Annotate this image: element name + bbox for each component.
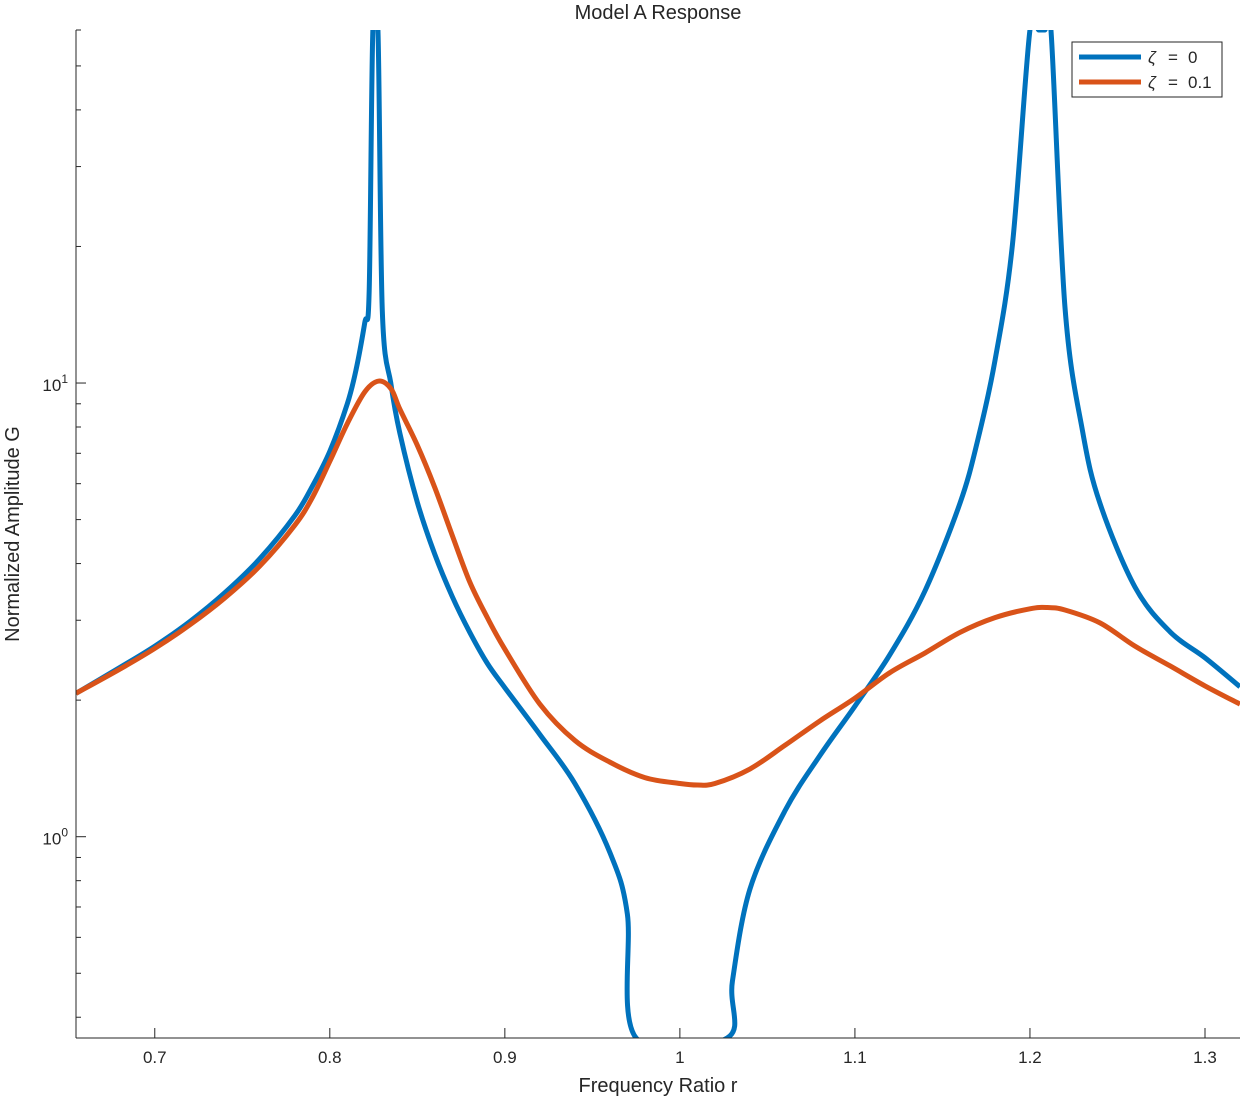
legend-box [1071, 41, 1223, 98]
x-tick-label: 0.9 [493, 1048, 517, 1067]
legend-symbol: ζ [1148, 73, 1157, 92]
legend-value: 0.1 [1188, 73, 1212, 92]
legend-equals: = [1168, 73, 1178, 92]
x-axis: 0.7 0.8 0.9 1 1.1 1.2 1.3 [76, 1028, 1240, 1067]
chart-title: Model A Response [575, 2, 742, 24]
x-tick-label: 0.7 [143, 1048, 167, 1067]
x-tick-label: 1 [675, 1048, 684, 1067]
y-axis-label: Normalized Amplitude G [2, 426, 24, 642]
x-tick-label: 1.3 [1193, 1048, 1217, 1067]
x-tick-label: 0.8 [318, 1048, 342, 1067]
series-group [76, 30, 1240, 1038]
series-line-0 [76, 30, 1240, 1038]
y-tick-label: 100 [42, 826, 68, 849]
x-tick-label: 1.2 [1018, 1048, 1042, 1067]
legend-symbol: ζ [1148, 48, 1157, 67]
y-axis: 100 101 [42, 29, 86, 1038]
legend-value: 0 [1188, 48, 1197, 67]
y-tick-label: 101 [42, 372, 68, 395]
legend: ζ = 0 ζ = 0.1 [1071, 41, 1223, 98]
legend-equals: = [1168, 48, 1178, 67]
series-line-1 [76, 378, 1240, 788]
x-axis-label: Frequency Ratio r [579, 1075, 738, 1097]
x-tick-label: 1.1 [843, 1048, 867, 1067]
